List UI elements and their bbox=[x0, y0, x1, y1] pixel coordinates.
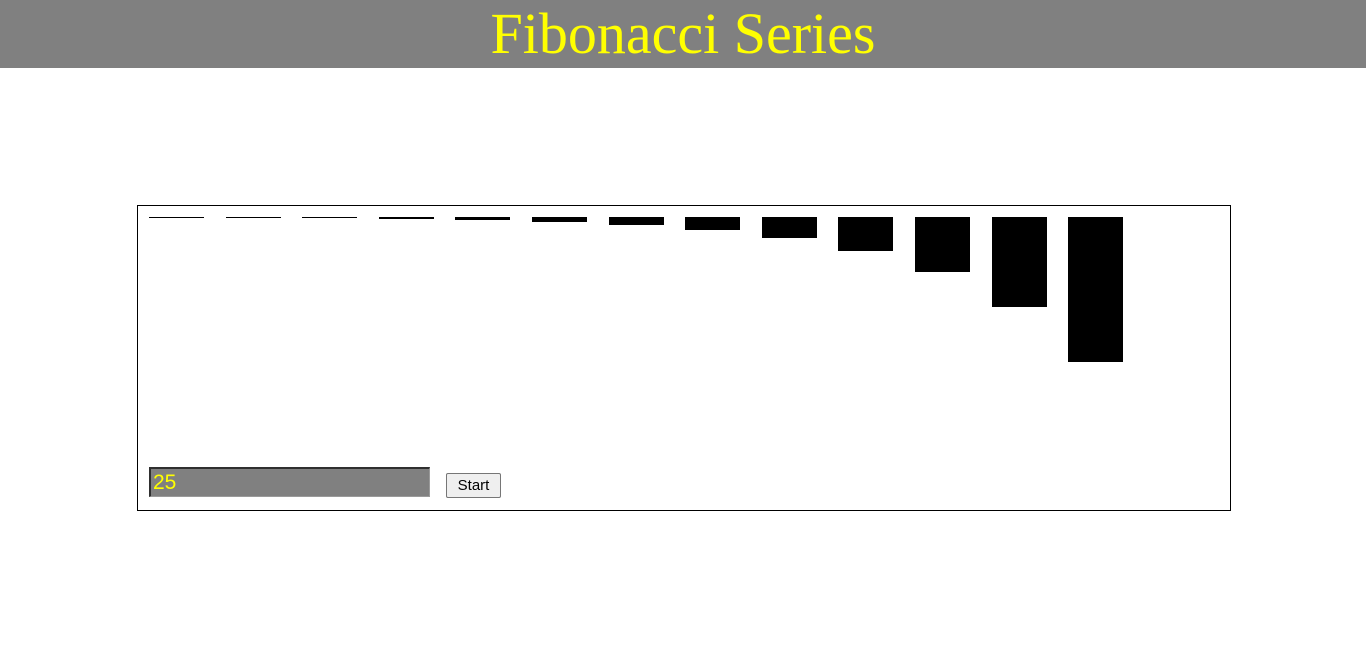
page-title: Fibonacci Series bbox=[490, 1, 876, 66]
start-button[interactable]: Start bbox=[446, 473, 501, 498]
fibonacci-bar bbox=[992, 217, 1047, 307]
fibonacci-bars bbox=[138, 206, 1230, 456]
fibonacci-bar bbox=[685, 217, 740, 230]
fibonacci-bar bbox=[149, 217, 204, 218]
fibonacci-bar bbox=[455, 217, 510, 220]
fibonacci-bar bbox=[915, 217, 970, 272]
fibonacci-bar bbox=[226, 217, 281, 218]
fibonacci-bar bbox=[302, 217, 357, 218]
fibonacci-bar bbox=[762, 217, 817, 238]
fibonacci-panel: Start bbox=[137, 205, 1231, 511]
fibonacci-bar bbox=[838, 217, 893, 251]
count-input[interactable] bbox=[149, 467, 430, 497]
header-bar: Fibonacci Series bbox=[0, 0, 1366, 68]
fibonacci-bar bbox=[609, 217, 664, 225]
fibonacci-bar bbox=[1068, 217, 1123, 362]
fibonacci-bar bbox=[379, 217, 434, 219]
fibonacci-bar bbox=[532, 217, 587, 222]
